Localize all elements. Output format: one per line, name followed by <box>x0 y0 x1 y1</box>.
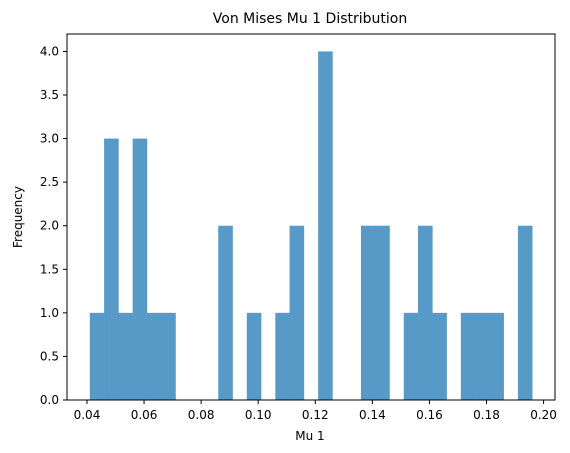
histogram-bar <box>118 312 133 400</box>
histogram-bar <box>460 312 476 400</box>
histogram-bar <box>517 225 533 400</box>
histogram-bar <box>146 312 162 400</box>
histogram-bar <box>218 225 233 400</box>
y-tick-label: 2.5 <box>40 175 59 189</box>
y-tick-label: 4.0 <box>40 44 59 58</box>
histogram-bar <box>489 312 504 400</box>
histogram-bar <box>475 312 490 400</box>
histogram-bar <box>289 225 305 400</box>
x-tick-label: 0.10 <box>245 408 272 422</box>
histogram-bar <box>104 138 119 400</box>
x-axis-ticks: 0.04 0.06 0.08 0.10 0.12 0.14 0.16 0.18 0.20 <box>74 400 557 422</box>
y-tick-label: 3.5 <box>40 88 59 102</box>
histogram-bar <box>375 225 390 400</box>
y-tick-label: 2.0 <box>40 219 59 233</box>
x-tick-label: 0.20 <box>530 408 557 422</box>
x-tick-label: 0.18 <box>473 408 500 422</box>
x-tick-label: 0.08 <box>188 408 215 422</box>
histogram-bar <box>418 225 433 400</box>
y-tick-label: 0.0 <box>40 393 59 407</box>
histogram-bar <box>161 312 176 400</box>
x-tick-label: 0.04 <box>74 408 101 422</box>
histogram-bar <box>246 312 262 400</box>
histogram-bar <box>275 312 290 400</box>
histogram-bar <box>89 312 105 400</box>
histogram-bar <box>432 312 447 400</box>
x-tick-label: 0.12 <box>302 408 329 422</box>
histogram-bar <box>318 51 333 401</box>
y-tick-label: 1.0 <box>40 306 59 320</box>
y-tick-label: 3.0 <box>40 132 59 146</box>
histogram-bar <box>132 138 148 400</box>
y-axis-ticks: 0.0 0.5 1.0 1.5 2.0 2.5 3.0 3.5 4.0 <box>40 44 67 407</box>
y-axis-label: Frequency <box>11 186 25 248</box>
x-tick-label: 0.16 <box>416 408 443 422</box>
histogram-bar <box>403 312 419 400</box>
x-tick-label: 0.14 <box>359 408 386 422</box>
x-tick-label: 0.06 <box>131 408 158 422</box>
histogram-bars <box>89 51 533 401</box>
y-tick-label: 1.5 <box>40 262 59 276</box>
y-tick-label: 0.5 <box>40 349 59 363</box>
histogram-bar <box>360 225 376 400</box>
chart-title: Von Mises Mu 1 Distribution <box>213 11 407 27</box>
x-axis-label: Mu 1 <box>295 429 324 443</box>
plot-frame <box>66 33 556 401</box>
